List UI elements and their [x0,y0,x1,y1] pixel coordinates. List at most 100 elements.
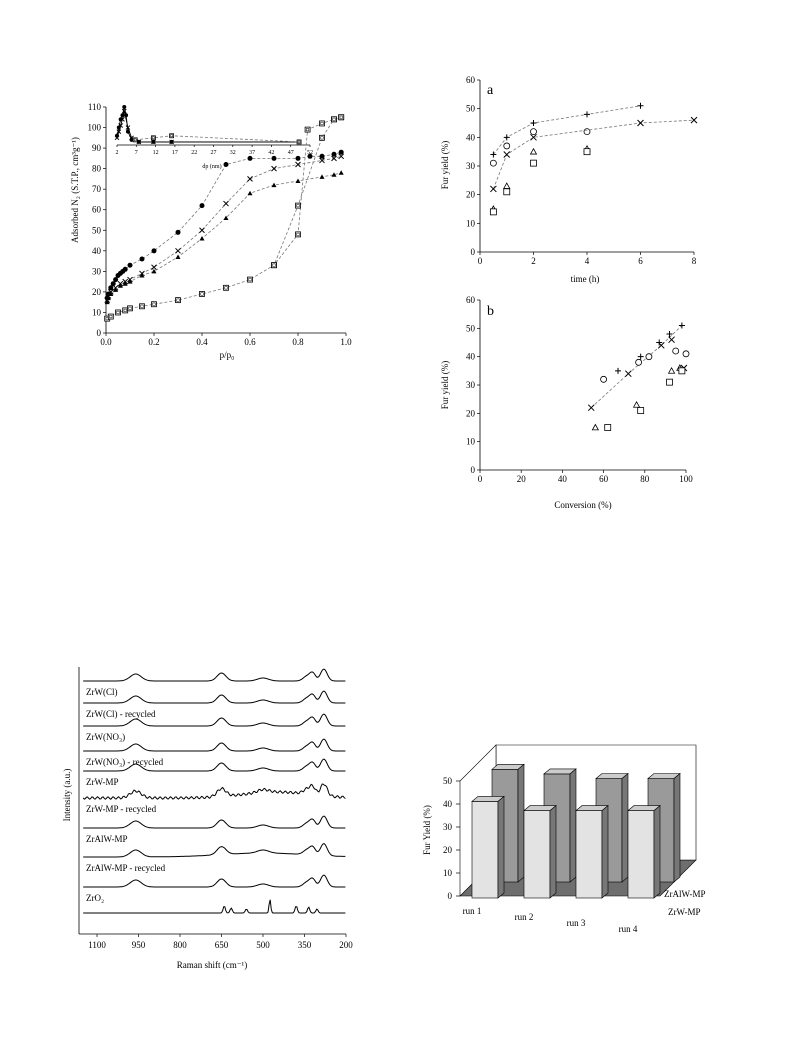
isotherm-point [338,153,345,160]
raman-sample-label: ZrW(NO₃) [86,732,125,742]
yield-time-point [503,134,510,141]
yield-time-point [530,159,537,167]
panel-label-a: a [487,83,494,98]
isotherm-ytick-label: 20 [92,287,102,297]
raman-sample-label: ZrO₂ [86,893,104,903]
yield-conversion-point [666,378,673,386]
isotherm-point [295,161,301,168]
isotherm-ytick-label: 50 [92,225,102,235]
yield-conversion-point [678,322,685,329]
isotherm-point [247,276,253,283]
isotherm-point [223,215,229,220]
isotherm-point [107,313,114,320]
isotherm-point [108,285,114,291]
isotherm-point [319,134,325,141]
yield-conversion-xtick-label: 20 [517,474,527,484]
isotherm-point [295,231,301,238]
yield-time-point [503,151,511,158]
raman-xtick-label: 650 [215,940,229,950]
yield-conversion-point [604,424,612,431]
isotherm-ytick-label: 80 [92,164,102,174]
runs-bar-zrw [471,795,505,899]
isotherm-marks [104,114,345,322]
raman-sample-label: ZrW(NO₃) - recycled [86,757,164,767]
runs-series-label: ZrW-MP [668,907,701,917]
yield-conversion-ytick-label: 30 [466,380,476,390]
yield-time-point [583,148,591,156]
inset-xlabel: dp (nm) [202,163,221,170]
yield-conversion-point [635,358,643,366]
yield-time-point [489,159,497,167]
raman-xtick-label: 950 [132,940,146,950]
isotherm-point [104,299,110,305]
raman-labels: ZrW(Cl) ZrW(Cl) - recycled ZrW(NO₃) ZrW(NO₃… [86,687,166,903]
yield-conversion-ytick-label: 60 [466,295,476,305]
runs-category-label: run 3 [567,918,586,928]
raman-spectrum [83,843,346,858]
yield-conversion-ylabel: Fur yield (%) [440,361,450,410]
runs-ytick-label: 10 [443,868,453,878]
inset-point [169,139,174,145]
runs-bar-zrw [627,804,661,899]
isotherm-point [199,203,205,209]
isotherm-point [139,272,145,278]
inset-point [151,139,156,145]
raman-sample-label: ZrW(Cl) [86,687,118,697]
isotherm-point [271,182,277,188]
isotherm-point [127,305,133,312]
yield-conversion-ytick-label: 50 [466,323,476,333]
inset-point [120,116,125,122]
yield-time-ytick-label: 10 [466,218,476,228]
raman-sample-label: ZrW-MP [86,777,119,787]
isotherm-point [113,277,119,283]
isotherm-point [139,256,145,262]
yield-time-ylabel: Fur yield (%) [440,141,450,190]
yield-time-point [530,128,537,136]
raman-spectrum [83,899,346,914]
isotherm-point [247,176,253,182]
runs-category-labels: run 1 run 2 run 3 run 4 [463,906,638,934]
inset-xtick-label: 22 [191,150,197,156]
raman-sample-label: ZrAlW-MP [86,834,128,844]
isotherm-ytick-label: 30 [92,266,102,276]
yield-time-marks [489,102,698,216]
isotherm-xtick-label: 0.4 [196,337,208,347]
yield-conversion-axes: 0 20 40 60 80 100 0 10 20 30 40 50 60 [466,295,693,484]
isotherm-point [122,266,128,272]
yield-time-point [503,182,511,189]
yield-conversion-xtick-label: 100 [679,474,693,484]
runs-ytick-label: 40 [443,799,453,809]
isotherm-point [338,114,345,121]
yield-conversion-point [667,367,676,374]
raman-chart: 1100 950 800 650 500 350 200 ZrW(Cl) ZrW(Cl) - … [62,667,353,970]
yield-conversion-xtick-label: 0 [478,474,483,484]
isotherm-point [110,281,116,287]
isotherm-point [151,248,157,254]
inset-point [114,135,120,141]
yield-time-point [489,208,497,216]
isotherm-point [151,268,157,274]
isotherm-chart: 0.0 0.2 0.4 0.6 0.8 1.0 0 10 20 30 40 50 60 70 80 90 100… [70,102,352,360]
yield-conversion-xlabel: Conversion (%) [554,500,611,510]
isotherm-series-line [106,172,342,303]
isotherm-xtick-label: 1.0 [340,337,352,347]
isotherm-point [319,153,325,159]
isotherm-series-line [273,116,342,266]
raman-spectrum [83,738,346,752]
isotherm-point [295,202,301,209]
runs-bars [471,763,681,899]
isotherm-point [151,301,157,308]
isotherm-point [151,264,157,271]
yield-time-ytick-label: 20 [466,190,476,200]
yield-time-xtick-label: 6 [638,256,643,266]
runs-category-label: run 2 [515,912,534,922]
runs-bar-zrw [575,804,609,899]
yield-conversion-point [657,341,665,349]
yield-conversion-point [645,353,653,361]
yield-conversion-marks [587,322,690,431]
yield-conversion-point [587,404,595,412]
isotherm-point [223,284,229,291]
isotherm-point [247,155,253,161]
yield-conversion-point [682,350,690,358]
